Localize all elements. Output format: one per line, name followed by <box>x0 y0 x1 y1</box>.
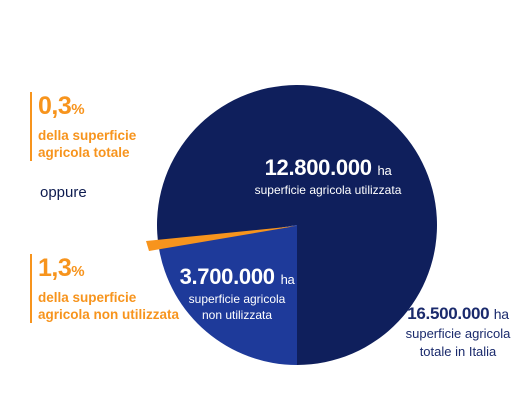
callout-top-value: 0,3% <box>38 92 85 120</box>
callout-bottom-value: 1,3% <box>38 254 85 282</box>
unused-slice-label: 3.700.000 ha superficie agricola non uti… <box>179 264 295 322</box>
callout-total-percentage: 0,3% della superficie agricola totale <box>30 92 136 161</box>
used-slice-label: 12.800.000 ha superficie agricola utiliz… <box>254 155 402 197</box>
callout-bottom-description: della superficie agricola non utilizzata <box>38 290 180 322</box>
used-land-slice <box>157 85 438 366</box>
highlight-wedge <box>146 226 296 251</box>
unused-land-slice <box>158 225 297 365</box>
total-label: 16.500.000 ha superficie agricola totale… <box>405 304 511 359</box>
callout-unused-percentage: 1,3% della superficie agricola non utili… <box>30 254 179 323</box>
connector-text: oppure <box>40 184 87 201</box>
callout-top-description: della superficie agricola totale <box>38 128 137 160</box>
